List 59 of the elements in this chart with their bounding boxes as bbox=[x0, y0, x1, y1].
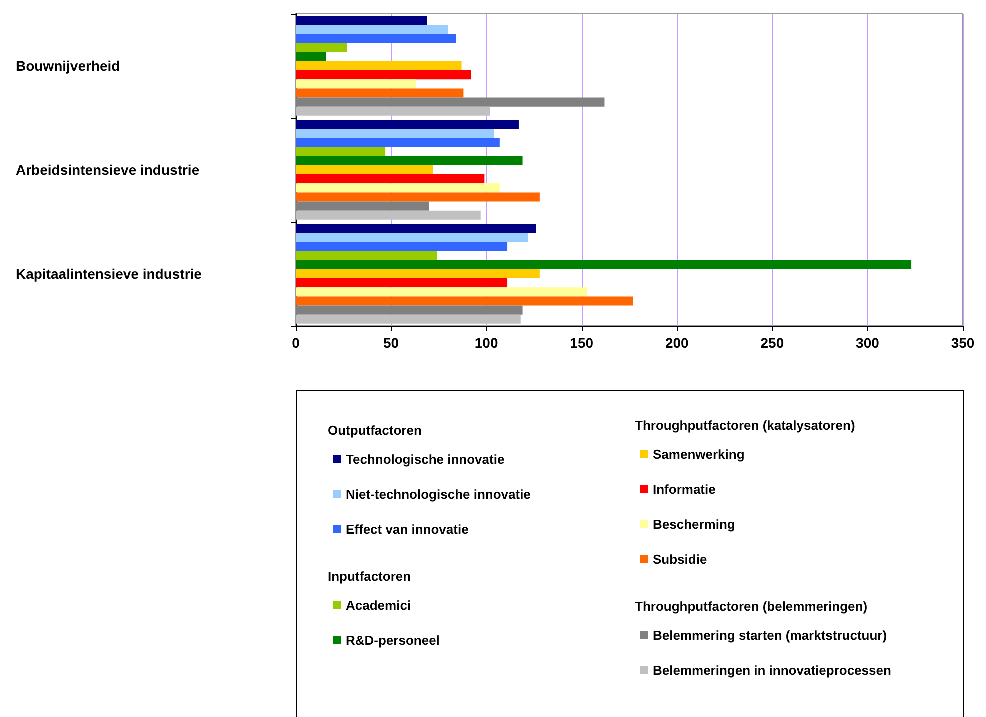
legend-label: Informatie bbox=[653, 482, 716, 497]
bar bbox=[296, 224, 536, 234]
bar bbox=[296, 251, 438, 260]
bar bbox=[296, 120, 519, 130]
legend-label: Effect van innovatie bbox=[346, 522, 469, 537]
y-tick-label: Arbeidsintensieve industrie bbox=[16, 162, 200, 178]
bar bbox=[296, 70, 472, 80]
bar bbox=[296, 242, 508, 252]
y-tick-label: Kapitaalintensieve industrie bbox=[16, 266, 202, 282]
text: Inputfactoren bbox=[328, 569, 412, 584]
bar bbox=[296, 202, 430, 211]
text: Outputfactoren bbox=[328, 423, 422, 438]
bar bbox=[296, 184, 500, 193]
bar bbox=[296, 288, 588, 297]
legend-label: Belemmeringen in innovatieprocessen bbox=[653, 663, 892, 678]
bar bbox=[296, 147, 386, 156]
bar bbox=[296, 314, 521, 324]
legend-label: Subsidie bbox=[653, 552, 708, 567]
bar bbox=[296, 25, 448, 34]
x-tick-label: 150 bbox=[570, 335, 594, 351]
legend-label: Academici bbox=[346, 598, 412, 613]
bar bbox=[296, 156, 523, 166]
legend-label: R&D-personeel bbox=[346, 633, 440, 648]
bar bbox=[296, 16, 428, 26]
bar bbox=[296, 129, 494, 138]
text: Throughputfactoren (katalysatoren) bbox=[635, 418, 856, 433]
legend-label: Technologische innovatie bbox=[346, 452, 505, 467]
x-tick-label: 350 bbox=[951, 335, 975, 351]
y-tick-label: Bouwnijverheid bbox=[16, 58, 120, 74]
x-tick-label: 250 bbox=[760, 335, 784, 351]
bar bbox=[296, 278, 508, 288]
bar bbox=[296, 138, 500, 148]
bar bbox=[296, 306, 523, 315]
x-tick-label: 50 bbox=[383, 335, 400, 351]
legend-label: Bescherming bbox=[653, 517, 736, 532]
bar bbox=[296, 233, 528, 242]
bar bbox=[296, 106, 490, 116]
bar bbox=[296, 269, 540, 279]
bar bbox=[296, 80, 416, 89]
bar bbox=[296, 165, 434, 175]
text: Throughputfactoren (belemmeringen) bbox=[635, 599, 868, 614]
legend-label: Belemmering starten (marktstructuur) bbox=[653, 628, 888, 643]
bar bbox=[296, 192, 540, 202]
x-tick-label: 300 bbox=[856, 335, 880, 351]
bar bbox=[296, 210, 481, 220]
bar bbox=[296, 88, 464, 98]
bar bbox=[296, 43, 348, 52]
bar bbox=[296, 61, 462, 71]
legend-label: Niet-technologische innovatie bbox=[346, 487, 531, 502]
bar bbox=[296, 52, 326, 62]
bar bbox=[296, 260, 912, 270]
bar bbox=[296, 174, 485, 184]
bar bbox=[296, 34, 456, 44]
x-tick-label: 0 bbox=[292, 335, 300, 351]
bar bbox=[296, 296, 634, 306]
legend-label: Samenwerking bbox=[653, 447, 745, 462]
bar bbox=[296, 98, 605, 107]
x-tick-label: 200 bbox=[665, 335, 690, 351]
x-tick-label: 100 bbox=[474, 335, 498, 351]
